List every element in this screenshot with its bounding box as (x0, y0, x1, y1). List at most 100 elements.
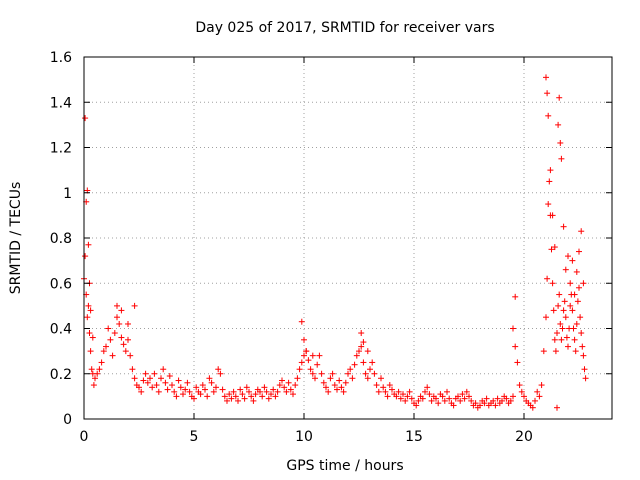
data-point (552, 348, 559, 355)
data-point (140, 377, 147, 384)
y-axis-title: SRMTID / TECUs (8, 182, 24, 295)
data-point (287, 386, 294, 393)
data-point (494, 395, 501, 402)
data-point (96, 366, 103, 373)
data-point (512, 293, 519, 300)
data-point (556, 291, 563, 298)
data-point (111, 330, 118, 337)
data-point (118, 334, 125, 341)
data-point (483, 395, 490, 402)
data-point (182, 386, 189, 393)
data-point (360, 359, 367, 366)
data-point (290, 391, 296, 398)
data-point (499, 397, 505, 404)
data-points (81, 74, 589, 411)
data-point (518, 388, 525, 395)
x-tick-label: 15 (405, 429, 423, 445)
data-point (301, 352, 307, 359)
data-point (88, 366, 95, 373)
data-point (551, 336, 558, 343)
y-tick-labels: 0 0.2 0.4 0.6 0.8 1 1.2 1.4 1.6 (50, 50, 72, 428)
data-point (265, 395, 272, 402)
data-point (298, 318, 305, 325)
data-point (103, 343, 109, 350)
data-point (364, 348, 371, 355)
data-point (98, 359, 105, 366)
data-point (129, 366, 136, 373)
data-point (331, 382, 338, 389)
data-point (252, 391, 259, 398)
data-point (323, 384, 329, 391)
data-point (540, 348, 547, 355)
data-point (147, 375, 153, 382)
data-point (232, 393, 239, 400)
data-point (441, 397, 448, 404)
data-point (193, 384, 200, 391)
data-point (444, 388, 450, 395)
data-point (217, 370, 224, 377)
data-point (538, 382, 545, 389)
data-point (419, 395, 426, 402)
data-point (565, 343, 571, 350)
data-point (257, 388, 263, 395)
data-point (554, 404, 560, 411)
data-point (329, 370, 336, 377)
data-point (338, 384, 345, 391)
data-point (578, 228, 585, 235)
data-point (82, 115, 89, 122)
data-point (433, 395, 439, 402)
x-axis-title: GPS time / hours (286, 458, 403, 474)
data-point (558, 336, 565, 343)
data-point (276, 382, 283, 389)
data-point (160, 366, 167, 373)
data-point (380, 384, 387, 391)
data-point (573, 320, 580, 327)
data-point (472, 400, 479, 407)
data-point (164, 386, 171, 393)
data-point (550, 307, 557, 314)
data-point (413, 402, 420, 409)
data-point (175, 377, 182, 384)
data-point (351, 361, 358, 368)
data-point (325, 388, 332, 395)
data-point (555, 121, 562, 128)
data-point (503, 395, 510, 402)
data-point (202, 386, 208, 393)
data-point (463, 388, 470, 395)
data-point (565, 253, 571, 260)
data-point (364, 375, 371, 382)
data-point (578, 330, 585, 337)
grid-lines (84, 57, 612, 419)
data-point (237, 386, 244, 393)
data-point (305, 357, 312, 364)
y-tick-label: 0.6 (50, 276, 72, 292)
x-tick-label: 5 (190, 429, 199, 445)
data-point (577, 314, 584, 321)
data-point (318, 370, 325, 377)
data-point (334, 386, 340, 393)
data-point (426, 391, 433, 398)
data-point (353, 352, 360, 359)
data-point (85, 241, 92, 248)
data-point (186, 388, 193, 395)
data-point (393, 393, 400, 400)
data-point (206, 375, 213, 382)
data-point (571, 336, 578, 343)
data-point (230, 388, 237, 395)
data-point (580, 280, 587, 287)
data-point (342, 379, 349, 386)
data-point (562, 266, 569, 273)
data-point (450, 402, 457, 409)
data-point (283, 388, 290, 395)
data-point (545, 201, 552, 208)
data-point (235, 397, 241, 404)
data-point (131, 302, 138, 309)
data-point (204, 393, 211, 400)
data-point (557, 320, 564, 327)
data-point (544, 275, 551, 282)
data-point (424, 384, 431, 391)
data-point (581, 366, 588, 373)
data-point (521, 393, 527, 400)
data-point (243, 384, 250, 391)
data-point (559, 325, 566, 332)
